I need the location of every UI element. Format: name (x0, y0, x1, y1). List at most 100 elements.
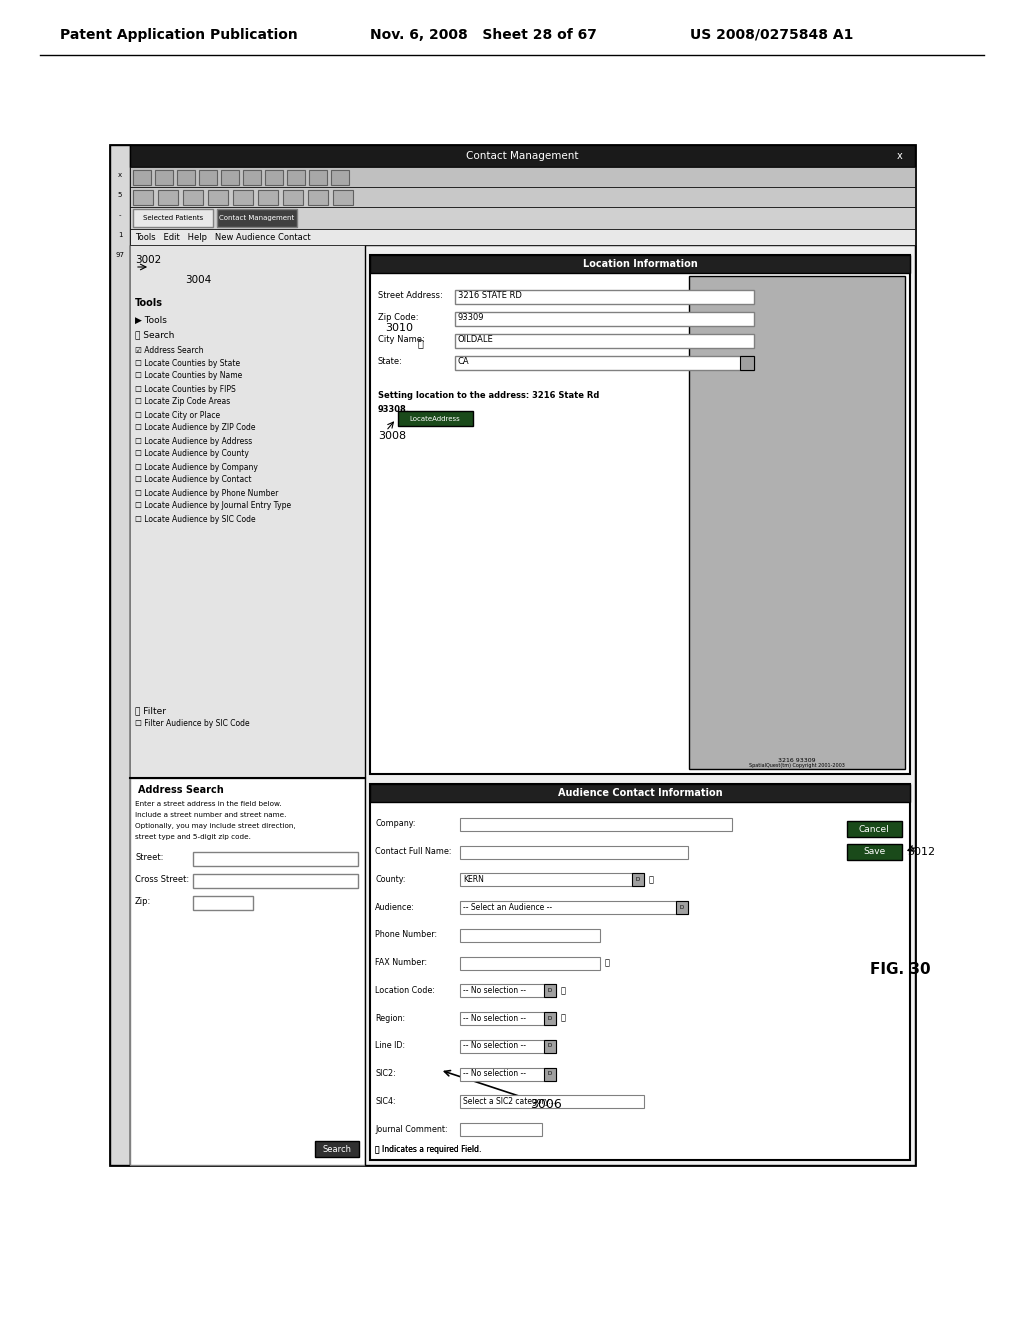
Bar (460, 1068, 556, 1081)
Text: -- No selection --: -- No selection -- (463, 1041, 526, 1051)
Text: D: D (636, 876, 640, 882)
Text: Contact Management: Contact Management (466, 150, 579, 161)
Bar (233, 190, 253, 205)
Bar (460, 929, 600, 942)
Bar (676, 902, 688, 915)
Text: Setting location to the address: 3216 State Rd: Setting location to the address: 3216 St… (378, 392, 599, 400)
Bar (158, 190, 178, 205)
Bar (221, 170, 239, 185)
Bar (199, 170, 217, 185)
Text: ⌕ Indicates a required Field.: ⌕ Indicates a required Field. (375, 1146, 481, 1155)
Text: Zip:: Zip: (135, 898, 152, 907)
Bar (287, 170, 305, 185)
Text: ☐ Locate Counties by Name: ☐ Locate Counties by Name (135, 371, 243, 380)
Bar (308, 190, 328, 205)
Text: Journal Comment:: Journal Comment: (375, 1125, 447, 1134)
Text: ⌕: ⌕ (561, 1014, 566, 1023)
Text: ⌕ Filter: ⌕ Filter (135, 706, 166, 715)
Bar (847, 843, 902, 861)
Text: Audience Contact Information: Audience Contact Information (558, 788, 722, 799)
Bar (183, 190, 203, 205)
Bar (331, 170, 349, 185)
Text: 3010: 3010 (385, 323, 413, 333)
Text: 3002: 3002 (135, 255, 161, 265)
Bar (130, 246, 365, 777)
Text: 93308.: 93308. (378, 404, 410, 413)
Text: street type and 5-digit zip code.: street type and 5-digit zip code. (135, 834, 251, 840)
Text: 5: 5 (118, 191, 122, 198)
Text: SIC4:: SIC4: (375, 1097, 395, 1106)
Bar (133, 209, 213, 227)
Bar (544, 1012, 556, 1026)
Text: 3216 93309: 3216 93309 (778, 759, 816, 763)
Text: -- No selection --: -- No selection -- (463, 1069, 526, 1078)
Text: ☐ Locate City or Place: ☐ Locate City or Place (135, 411, 220, 420)
Text: ☐ Locate Audience by ZIP Code: ☐ Locate Audience by ZIP Code (135, 424, 256, 433)
Bar (455, 290, 754, 304)
Text: -: - (119, 213, 121, 218)
Text: ☐ Locate Audience by Contact: ☐ Locate Audience by Contact (135, 475, 252, 484)
Bar (370, 784, 910, 1160)
Text: ⌕ Indicates a required Field.: ⌕ Indicates a required Field. (375, 1146, 481, 1155)
Bar (847, 821, 902, 837)
Text: D: D (548, 1043, 552, 1048)
Bar (130, 228, 915, 246)
Text: ☐ Locate Zip Code Areas: ☐ Locate Zip Code Areas (135, 397, 230, 407)
Text: Include a street number and street name.: Include a street number and street name. (135, 812, 287, 818)
Bar (315, 1140, 359, 1158)
Bar (130, 207, 915, 228)
Text: Optionally, you may include street direction,: Optionally, you may include street direc… (135, 822, 296, 829)
Text: Company:: Company: (375, 820, 416, 829)
Text: FIG. 30: FIG. 30 (870, 962, 931, 978)
Text: Nov. 6, 2008   Sheet 28 of 67: Nov. 6, 2008 Sheet 28 of 67 (370, 28, 597, 42)
Bar (460, 902, 688, 915)
Bar (155, 170, 173, 185)
Text: Select a SIC2 category...: Select a SIC2 category... (463, 1097, 555, 1106)
Bar (208, 190, 228, 205)
Text: D: D (680, 904, 684, 909)
Text: ⌕: ⌕ (605, 958, 610, 968)
Text: Search: Search (323, 1144, 351, 1154)
Bar (544, 1040, 556, 1053)
Bar (133, 190, 153, 205)
Text: Enter a street address in the field below.: Enter a street address in the field belo… (135, 801, 282, 807)
Bar (544, 985, 556, 998)
Text: Location Information: Location Information (583, 259, 697, 269)
Text: x: x (118, 172, 122, 178)
Text: OILDALE: OILDALE (458, 335, 494, 345)
Text: ⌕: ⌕ (649, 875, 654, 884)
Bar (177, 170, 195, 185)
Text: ☑ Address Search: ☑ Address Search (135, 346, 204, 355)
Bar (460, 846, 688, 858)
Text: 1: 1 (118, 232, 122, 238)
Text: Cancel: Cancel (859, 825, 890, 833)
Text: D: D (548, 1015, 552, 1020)
Bar (460, 1123, 542, 1137)
Text: 3216 STATE RD: 3216 STATE RD (458, 292, 522, 301)
Bar (130, 777, 365, 1166)
Bar (110, 145, 130, 1166)
Text: KERN: KERN (463, 875, 484, 884)
Text: Street:: Street: (135, 854, 164, 862)
Bar (370, 255, 910, 774)
Text: CA: CA (458, 358, 470, 367)
Bar (460, 874, 644, 886)
Bar (130, 145, 915, 168)
Bar (309, 170, 327, 185)
Bar (243, 170, 261, 185)
Text: Address Search: Address Search (138, 785, 224, 795)
Text: 3004: 3004 (185, 275, 211, 285)
Text: Tools: Tools (135, 298, 163, 308)
Bar (370, 255, 910, 273)
Text: SIC2:: SIC2: (375, 1069, 395, 1078)
Text: Street Address:: Street Address: (378, 292, 442, 301)
Text: 3008: 3008 (378, 432, 407, 441)
Text: Selected Patients: Selected Patients (143, 215, 203, 220)
Text: Patent Application Publication: Patent Application Publication (60, 28, 298, 42)
Text: ☐ Locate Audience by Address: ☐ Locate Audience by Address (135, 437, 252, 446)
Text: ☐ Locate Counties by FIPS: ☐ Locate Counties by FIPS (135, 384, 236, 393)
Text: LocateAddress: LocateAddress (410, 416, 461, 422)
Text: Contact Full Name:: Contact Full Name: (375, 847, 452, 857)
Text: ⌕: ⌕ (561, 986, 566, 995)
Bar (283, 190, 303, 205)
